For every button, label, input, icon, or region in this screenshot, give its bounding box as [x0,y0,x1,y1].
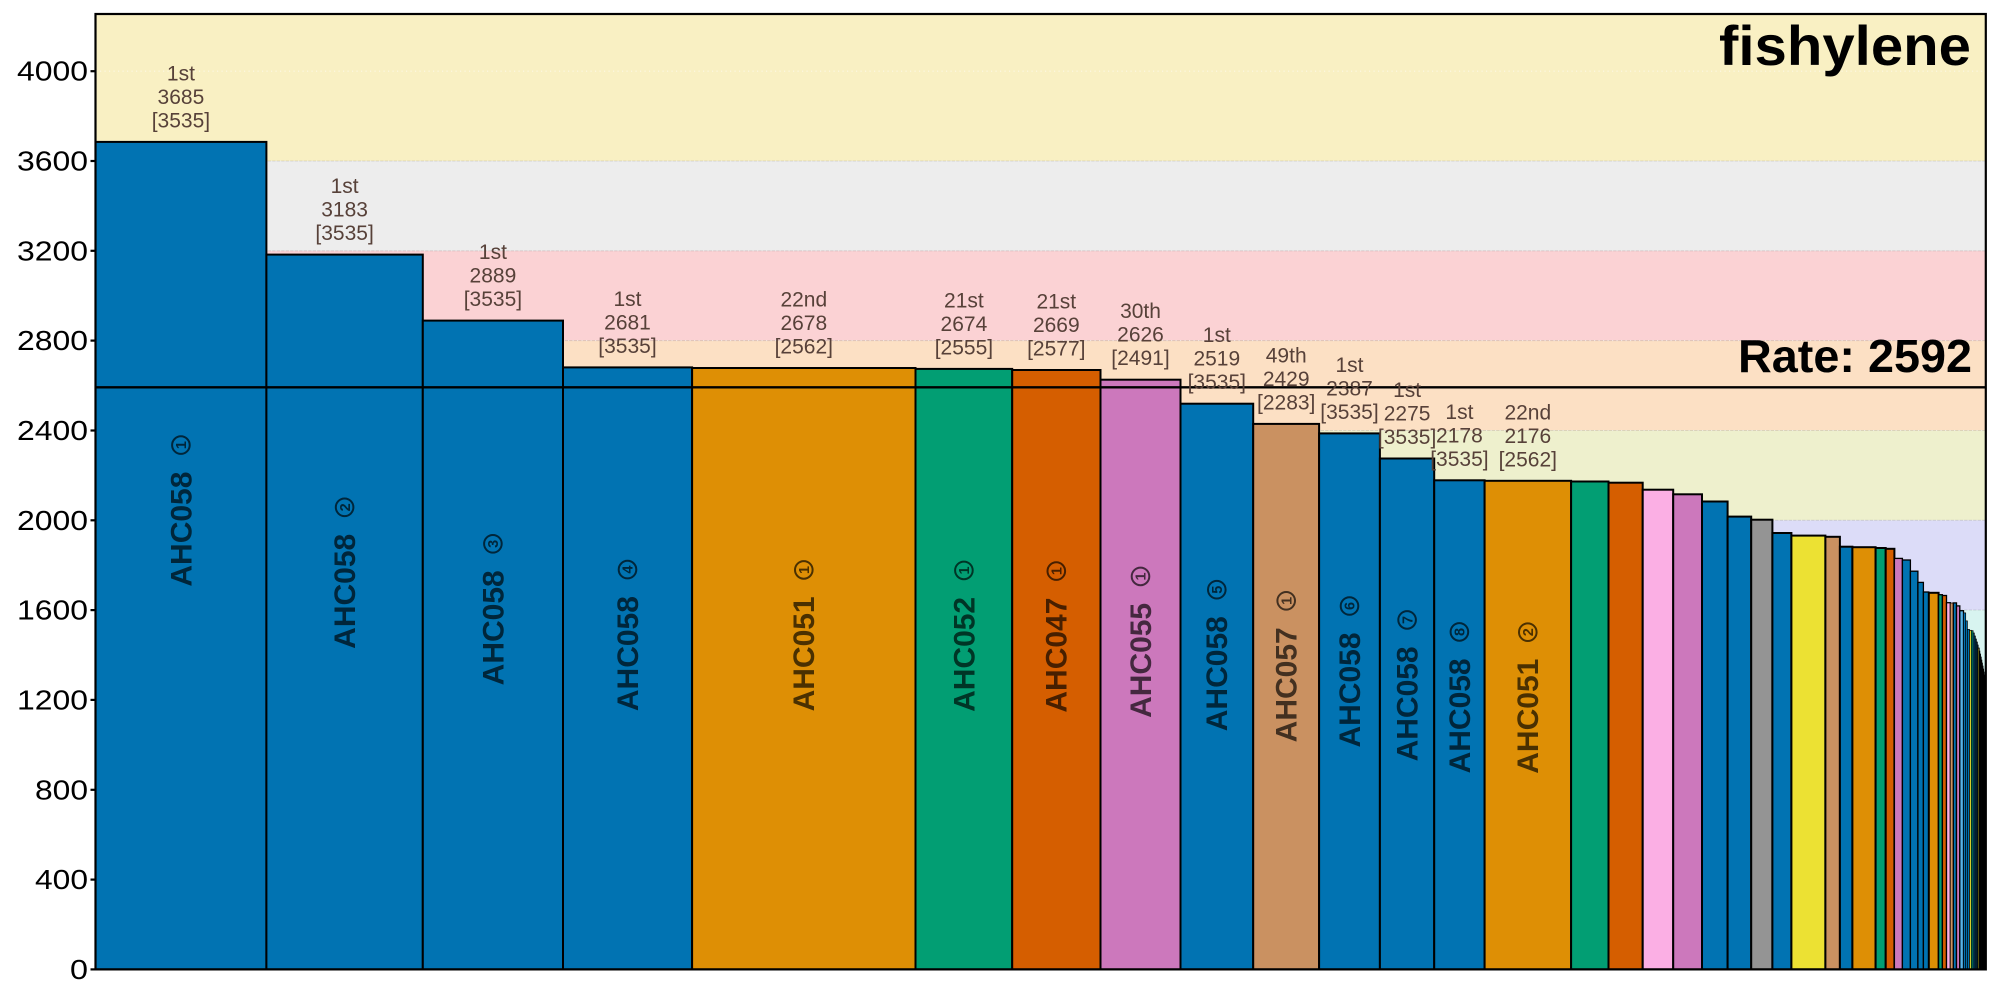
svg-text:[2562]: [2562] [775,336,833,359]
svg-text:3183: 3183 [321,199,368,222]
svg-text:0: 0 [70,954,88,985]
svg-text:2000: 2000 [17,505,88,536]
svg-text:AHC047: AHC047 [1041,598,1074,713]
svg-text:1st: 1st [613,288,641,311]
svg-text:3200: 3200 [17,235,88,266]
svg-text:2626: 2626 [1117,324,1164,347]
svg-text:4: 4 [621,566,637,574]
svg-text:[3535]: [3535] [315,222,373,245]
svg-text:Rate: 2592: Rate: 2592 [1738,330,1972,382]
svg-text:1st: 1st [1335,354,1363,377]
svg-text:[3535]: [3535] [598,335,656,358]
svg-text:[3535]: [3535] [1378,426,1436,449]
svg-text:2519: 2519 [1193,348,1240,371]
svg-text:AHC058: AHC058 [1444,658,1477,773]
svg-text:400: 400 [35,864,88,895]
svg-text:1st: 1st [1203,324,1231,347]
svg-text:2678: 2678 [780,312,827,335]
svg-text:2681: 2681 [604,311,651,334]
svg-text:AHC051: AHC051 [788,596,821,711]
svg-text:AHC058: AHC058 [477,570,510,685]
svg-text:2275: 2275 [1384,403,1431,426]
svg-text:1: 1 [797,566,813,574]
svg-text:2387: 2387 [1326,377,1373,400]
svg-text:8: 8 [1453,628,1469,636]
svg-text:3685: 3685 [158,86,205,109]
svg-text:2400: 2400 [17,415,88,446]
svg-text:2176: 2176 [1504,425,1551,448]
svg-text:2669: 2669 [1033,314,1080,337]
svg-text:5: 5 [1210,586,1226,594]
svg-text:AHC058: AHC058 [1334,632,1367,747]
svg-text:2429: 2429 [1263,368,1310,391]
svg-text:1st: 1st [1445,401,1473,424]
svg-text:2889: 2889 [470,265,517,288]
svg-text:AHC058: AHC058 [612,596,645,711]
svg-text:[3535]: [3535] [1430,448,1488,471]
svg-text:1st: 1st [479,241,507,264]
svg-text:1: 1 [1279,597,1295,605]
svg-text:1: 1 [957,566,973,574]
svg-text:2: 2 [1521,628,1537,636]
svg-text:[2577]: [2577] [1027,338,1085,361]
svg-text:21st: 21st [1036,291,1076,314]
svg-text:4000: 4000 [17,56,88,87]
svg-text:2800: 2800 [17,325,88,356]
svg-text:AHC058: AHC058 [1392,646,1425,761]
svg-text:AHC058: AHC058 [165,472,198,587]
svg-text:1st: 1st [331,175,359,198]
svg-text:[2283]: [2283] [1257,391,1315,414]
svg-text:1200: 1200 [17,684,88,715]
svg-text:21st: 21st [944,289,984,312]
svg-text:fishylene: fishylene [1719,14,1971,77]
svg-text:1: 1 [174,441,190,449]
svg-text:AHC052: AHC052 [948,597,981,712]
svg-text:1: 1 [1134,572,1150,580]
svg-text:30th: 30th [1120,300,1161,323]
svg-text:1600: 1600 [17,595,88,626]
svg-text:2674: 2674 [941,313,988,336]
svg-text:AHC055: AHC055 [1125,603,1158,718]
svg-text:[3535]: [3535] [464,288,522,311]
svg-text:1st: 1st [167,62,195,85]
svg-text:3600: 3600 [17,146,88,177]
svg-text:[3535]: [3535] [1320,401,1378,424]
svg-text:1st: 1st [1393,379,1421,402]
svg-text:2: 2 [338,503,354,511]
svg-text:AHC051: AHC051 [1512,659,1545,774]
svg-text:[2562]: [2562] [1499,448,1557,471]
svg-text:6: 6 [1343,602,1359,610]
svg-text:7: 7 [1400,616,1416,624]
svg-text:2178: 2178 [1436,424,1483,447]
svg-text:[3535]: [3535] [1188,371,1246,394]
svg-text:[2491]: [2491] [1111,347,1169,370]
svg-text:[3535]: [3535] [152,109,210,132]
svg-text:AHC058: AHC058 [329,534,362,649]
svg-text:22nd: 22nd [1504,401,1551,424]
svg-text:49th: 49th [1266,344,1307,367]
svg-text:[2555]: [2555] [935,336,993,359]
svg-text:1: 1 [1050,567,1066,575]
svg-text:3: 3 [486,540,502,548]
svg-text:AHC058: AHC058 [1201,616,1234,731]
svg-text:AHC057: AHC057 [1271,627,1304,742]
svg-text:22nd: 22nd [780,289,827,312]
svg-text:800: 800 [35,774,88,805]
